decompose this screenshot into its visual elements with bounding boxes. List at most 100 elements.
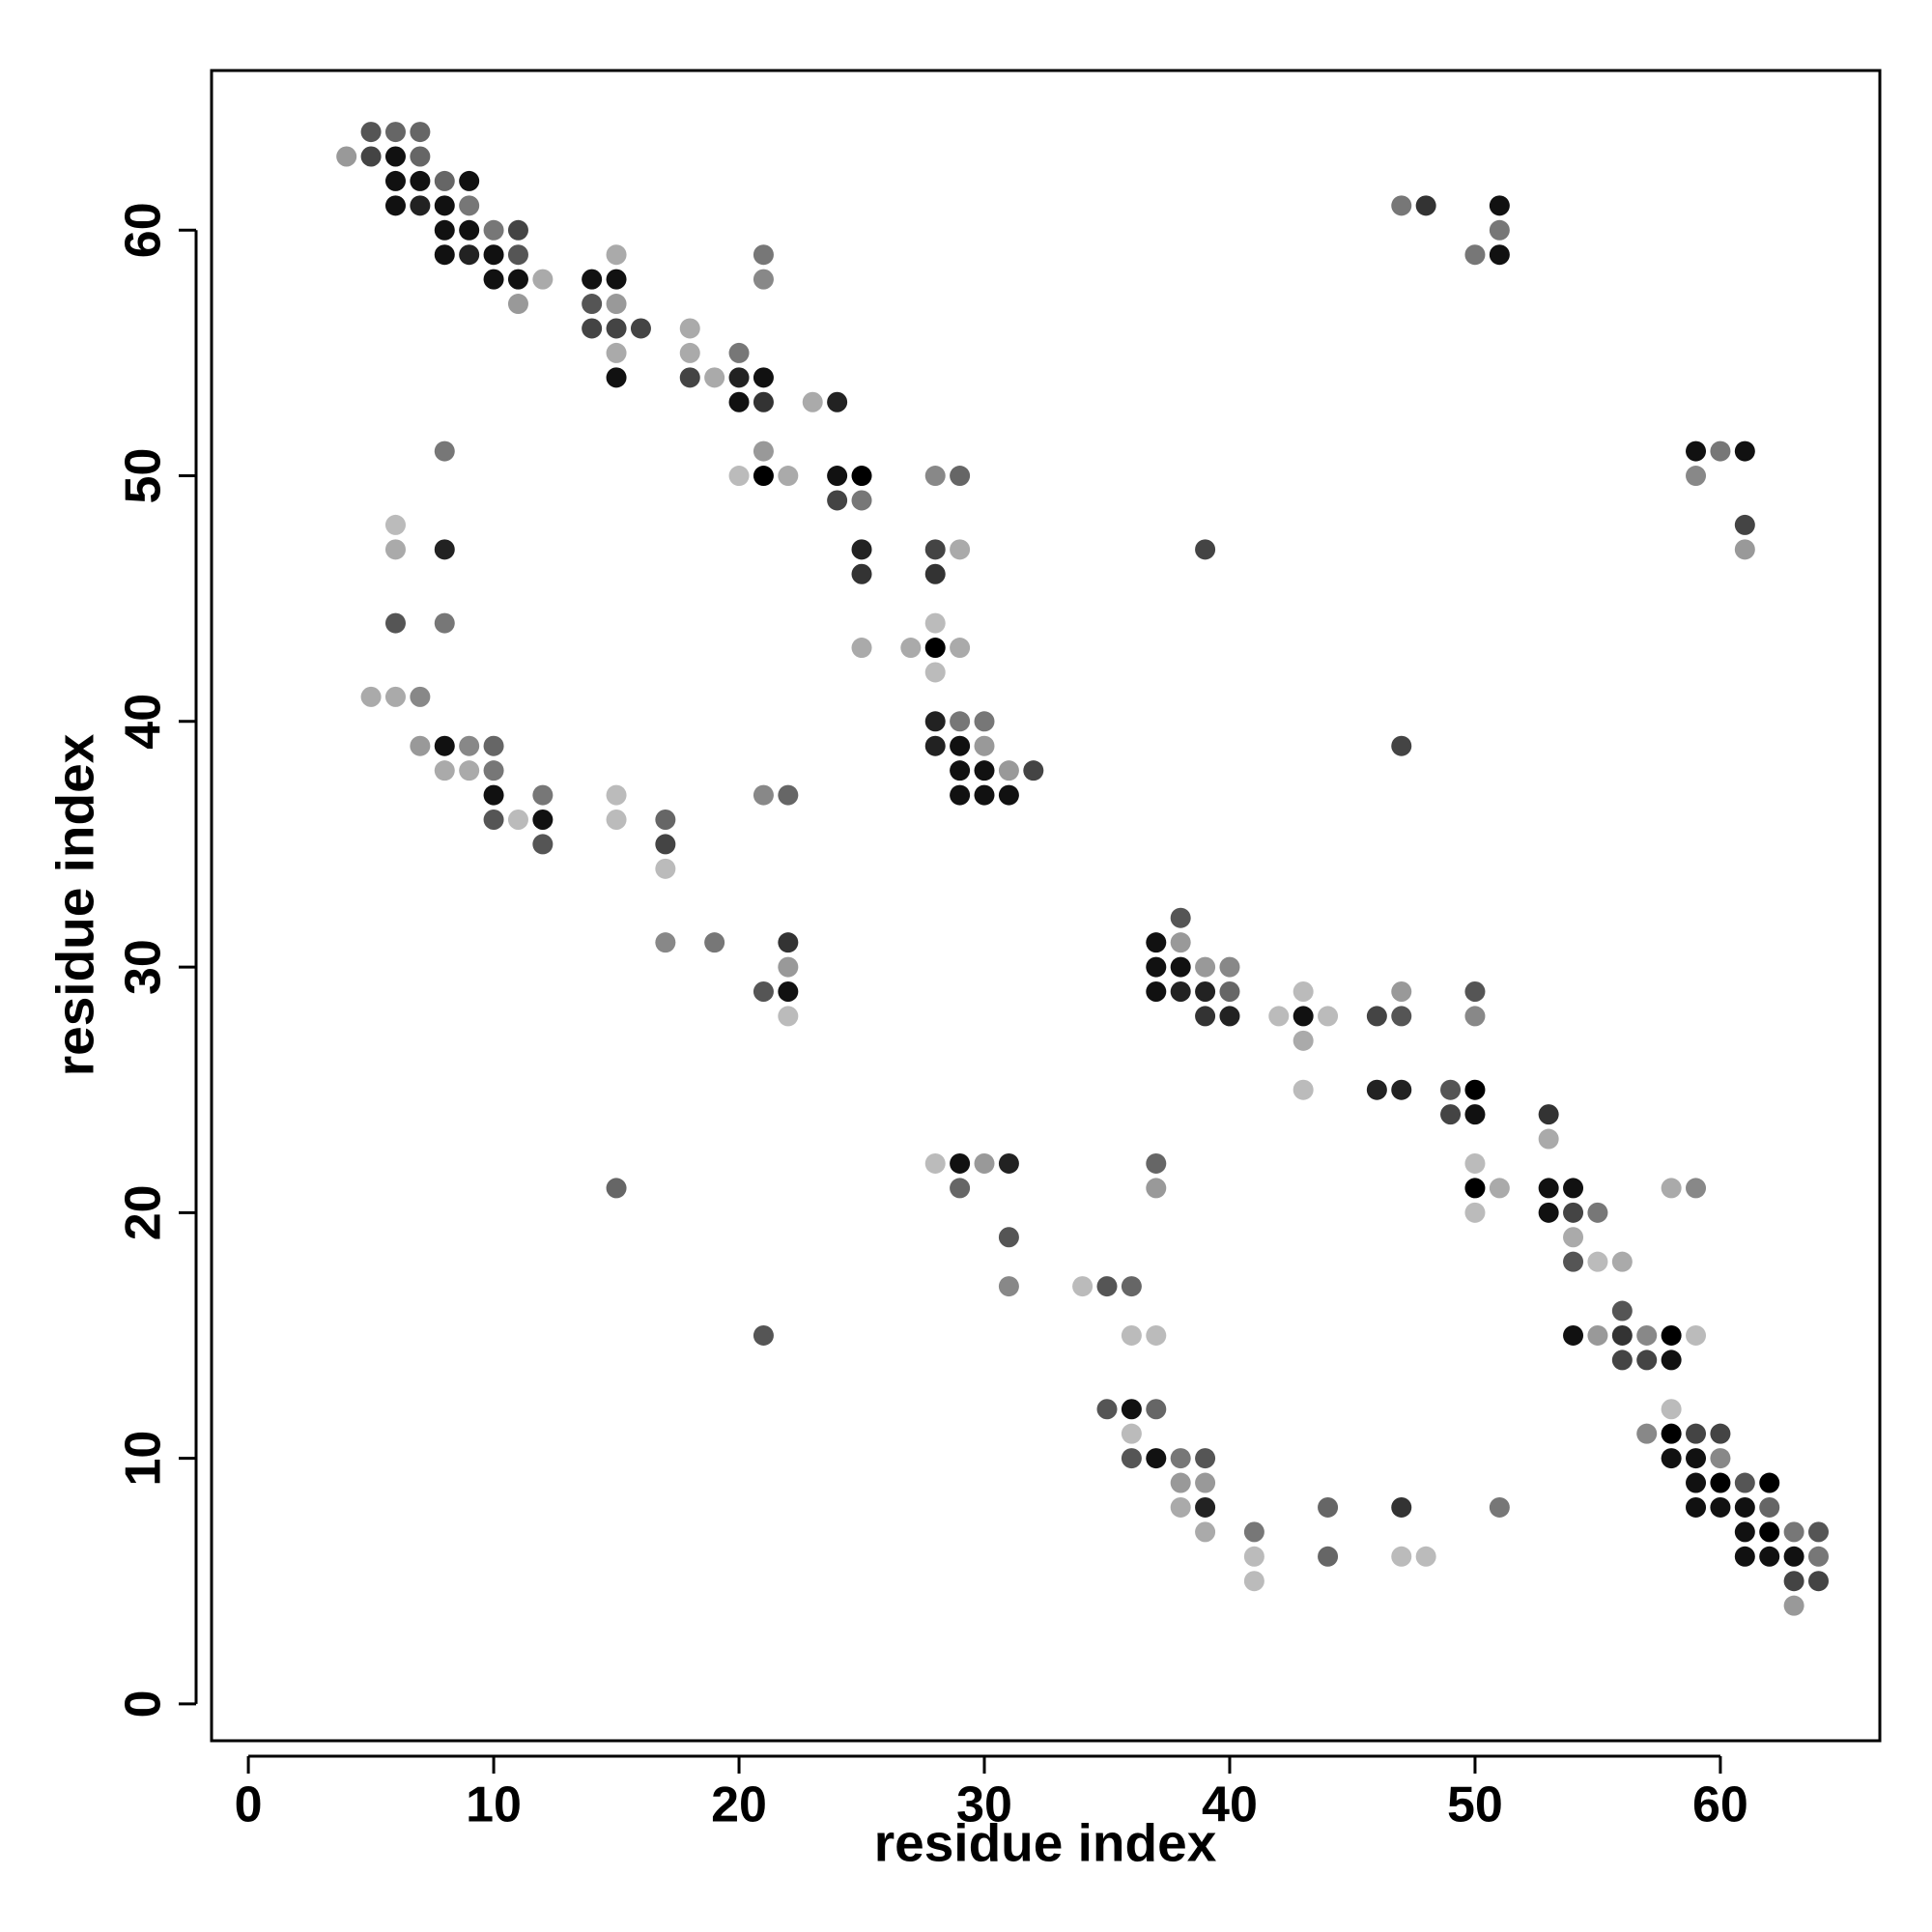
contact-point bbox=[507, 810, 528, 831]
contact-point bbox=[1146, 956, 1167, 978]
contact-point bbox=[1072, 1276, 1094, 1297]
contact-point bbox=[1734, 1472, 1755, 1493]
contact-point bbox=[1146, 932, 1167, 953]
contact-point bbox=[434, 760, 455, 781]
x-tick-label: 40 bbox=[1202, 1777, 1258, 1833]
x-tick-label: 0 bbox=[235, 1777, 263, 1833]
contact-point bbox=[1759, 1496, 1780, 1518]
contact-point bbox=[924, 612, 946, 634]
contact-point bbox=[753, 466, 774, 487]
contact-point bbox=[434, 612, 455, 634]
contact-point bbox=[1146, 980, 1167, 1002]
contact-point bbox=[1219, 956, 1240, 978]
contact-point bbox=[384, 146, 406, 167]
contact-point bbox=[728, 342, 750, 363]
contact-point bbox=[1710, 440, 1731, 462]
contact-point bbox=[1121, 1276, 1142, 1297]
contact-point bbox=[1734, 539, 1755, 560]
contact-point bbox=[1611, 1324, 1633, 1346]
contact-point bbox=[1661, 1448, 1682, 1469]
contact-point bbox=[630, 318, 651, 339]
contact-point bbox=[410, 195, 431, 216]
contact-point bbox=[483, 269, 504, 290]
contact-point bbox=[778, 956, 799, 978]
contact-point bbox=[728, 466, 750, 487]
contact-point bbox=[1195, 1448, 1216, 1469]
contact-point bbox=[1661, 1324, 1682, 1346]
contact-point bbox=[1170, 1496, 1191, 1518]
contact-point bbox=[704, 367, 725, 388]
contact-point bbox=[1734, 514, 1755, 535]
contact-point bbox=[434, 735, 455, 756]
contact-point bbox=[1170, 1448, 1191, 1469]
contact-point bbox=[655, 858, 676, 879]
contact-point bbox=[950, 1152, 971, 1174]
contact-point bbox=[1391, 1006, 1412, 1027]
contact-point bbox=[606, 342, 627, 363]
contact-point bbox=[1391, 980, 1412, 1002]
contact-point bbox=[1808, 1521, 1830, 1543]
contact-point bbox=[1293, 1079, 1314, 1100]
contact-point bbox=[410, 735, 431, 756]
contact-point bbox=[384, 170, 406, 191]
contact-point bbox=[507, 244, 528, 266]
contact-point bbox=[1464, 1006, 1486, 1027]
contact-point bbox=[1464, 244, 1486, 266]
contact-point bbox=[434, 539, 455, 560]
contact-point bbox=[753, 784, 774, 806]
contact-point bbox=[753, 980, 774, 1002]
contact-point bbox=[1563, 1251, 1584, 1272]
contact-point bbox=[1661, 1399, 1682, 1420]
contact-point bbox=[1686, 1423, 1707, 1444]
contact-point bbox=[974, 711, 995, 732]
contact-point bbox=[1759, 1472, 1780, 1493]
contact-point bbox=[1710, 1448, 1731, 1469]
contact-point bbox=[655, 810, 676, 831]
contact-point bbox=[753, 244, 774, 266]
y-tick-label: 30 bbox=[116, 939, 172, 995]
contact-point bbox=[1611, 1350, 1633, 1371]
contact-point bbox=[1489, 1496, 1510, 1518]
contact-point bbox=[1710, 1496, 1731, 1518]
contact-point bbox=[1686, 1178, 1707, 1199]
contact-point bbox=[459, 170, 480, 191]
contact-point bbox=[1538, 1178, 1559, 1199]
x-tick-label: 50 bbox=[1447, 1777, 1503, 1833]
contact-point bbox=[827, 391, 848, 412]
contact-point bbox=[410, 122, 431, 143]
contact-point bbox=[950, 760, 971, 781]
contact-point bbox=[851, 563, 872, 584]
contact-point bbox=[1686, 1472, 1707, 1493]
contact-point bbox=[950, 466, 971, 487]
contact-point bbox=[1440, 1104, 1462, 1125]
contact-point bbox=[1293, 1030, 1314, 1051]
contact-point bbox=[974, 760, 995, 781]
contact-point bbox=[1121, 1324, 1142, 1346]
contact-point bbox=[384, 122, 406, 143]
contact-point bbox=[532, 269, 554, 290]
contact-point bbox=[483, 735, 504, 756]
contact-point bbox=[1195, 539, 1216, 560]
contact-point bbox=[1686, 1324, 1707, 1346]
contact-point bbox=[434, 195, 455, 216]
contact-point bbox=[483, 244, 504, 266]
contact-point bbox=[384, 612, 406, 634]
contact-point bbox=[998, 784, 1019, 806]
contact-point bbox=[1391, 735, 1412, 756]
contact-point bbox=[1243, 1521, 1264, 1543]
contact-point bbox=[1170, 1472, 1191, 1493]
contact-point bbox=[1587, 1324, 1608, 1346]
contact-point bbox=[360, 146, 382, 167]
contact-point bbox=[434, 170, 455, 191]
contact-point bbox=[1293, 980, 1314, 1002]
contact-point bbox=[1464, 1202, 1486, 1223]
contact-point bbox=[606, 367, 627, 388]
plot-frame bbox=[210, 69, 1882, 1743]
contact-point bbox=[1710, 1423, 1731, 1444]
contact-point bbox=[924, 466, 946, 487]
contact-point bbox=[753, 367, 774, 388]
contact-point bbox=[1587, 1251, 1608, 1272]
contact-point bbox=[924, 711, 946, 732]
contact-point bbox=[851, 466, 872, 487]
